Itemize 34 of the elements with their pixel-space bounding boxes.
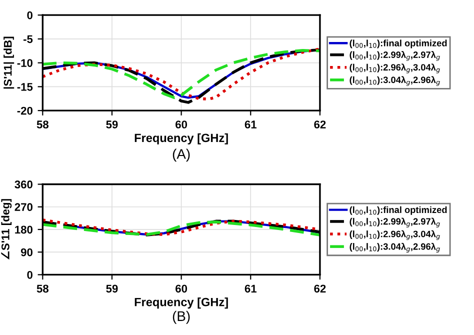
y-tick-label: -10 xyxy=(17,59,32,67)
y-tick-label: 180 xyxy=(15,226,32,234)
y-tick-label: 270 xyxy=(14,203,32,211)
x-tick-label: 61 xyxy=(244,284,256,293)
x-tick-label: 61 xyxy=(244,120,256,128)
y-tick-label: -15 xyxy=(17,83,33,91)
y-tick-label: 0 xyxy=(27,270,32,279)
y-tick-label: 90 xyxy=(20,248,32,256)
legend-label: (l$_{00}$,l$_{10}$):final optimized xyxy=(350,40,447,48)
legend-label: (l$_{00}$,l$_{10}$):3.04λ$_{g}$,2.96λ$_{g}$ xyxy=(350,76,440,86)
legend-label: (l$_{00}$,l$_{10}$):2.96λ$_{g}$,3.04λ$_{g}$ xyxy=(350,64,440,74)
x-tick-label: 58 xyxy=(36,120,48,128)
y-tick-label: -20 xyxy=(17,106,32,115)
legend-label: (l$_{00}$,l$_{10}$):2.99λ$_{g}$,2.97λ$_{g}$ xyxy=(350,218,440,228)
x-tick-label: 62 xyxy=(314,284,326,293)
x-axis-title: Frequency [GHz] xyxy=(134,133,228,144)
x-tick-label: 59 xyxy=(106,284,118,293)
y-tick-label: 360 xyxy=(14,180,32,188)
legend-label: (l$_{00}$,l$_{10}$):2.99λ$_{g}$,2.97λ$_{g}$ xyxy=(350,51,440,61)
x-tick-label: 60 xyxy=(176,284,188,293)
y-axis-title: ∠S'11 [deg] xyxy=(1,199,12,260)
x-axis-title: Frequency [GHz] xyxy=(134,298,228,309)
x-tick-label: 60 xyxy=(176,120,188,128)
legend-label: (l$_{00}$,l$_{10}$):final optimized xyxy=(350,206,447,215)
y-tick-label: -5 xyxy=(23,35,33,44)
legend-label: (l$_{00}$,l$_{10}$):3.04λ$_{g}$,2.96λ$_{g}$ xyxy=(350,242,440,253)
y-axis-title: |S'11| [dB] xyxy=(4,36,14,89)
x-tick-label: 58 xyxy=(36,284,48,293)
text: (B) xyxy=(172,310,190,324)
x-tick-label: 62 xyxy=(314,120,326,128)
x-tick-label: 59 xyxy=(106,120,118,128)
y-tick-label: 0 xyxy=(27,11,32,20)
text: (A) xyxy=(172,148,190,162)
legend-label: (l$_{00}$,l$_{10}$):2.96λ$_{g}$,3.04λ$_{g}$ xyxy=(350,230,440,240)
